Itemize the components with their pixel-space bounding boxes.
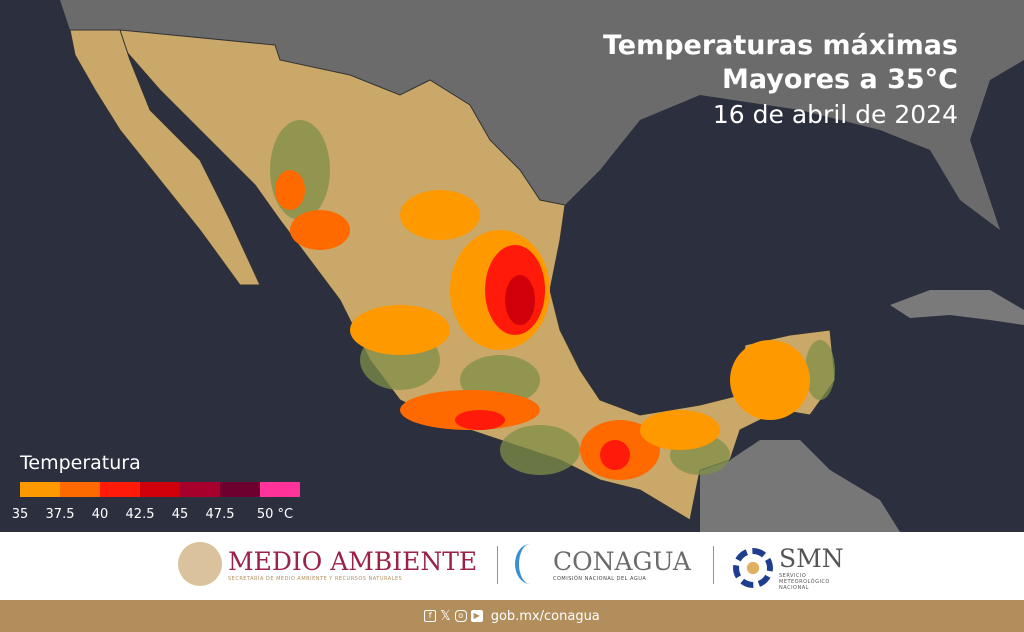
map-title: Temperaturas máximas [602,30,958,61]
legend-swatch [260,482,300,497]
legend-color-bar [20,482,300,497]
legend-swatch [60,482,100,497]
x-icon[interactable]: 𝕏 [440,608,451,624]
legend-ticks: 35 37.5 40 42.5 45 47.5 50 °C [0,507,320,527]
medio-ambiente-logo: MEDIO AMBIENTE SECRETARÍA DE MEDIO AMBIE… [178,542,477,586]
legend-swatch [20,482,60,497]
youtube-icon[interactable]: ▶ [470,610,483,622]
legend-title: Temperatura [20,452,141,474]
legend-swatch [140,482,180,497]
social-bar: f 𝕏 o ▶ gob.mx/conagua [0,600,1024,632]
conagua-subtitle: COMISIÓN NACIONAL DEL AGUA [553,575,647,582]
legend-tick: 40 [91,507,109,522]
legend-swatch [220,482,260,497]
footer-logos: MEDIO AMBIENTE SECRETARÍA DE MEDIO AMBIE… [0,532,1024,600]
divider [713,546,714,584]
smn-name: SMN [779,544,844,573]
conagua-name: CONAGUA [553,546,691,576]
medio-ambiente-subtitle: SECRETARÍA DE MEDIO AMBIENTE Y RECURSOS … [228,575,403,582]
conagua-logo: CONAGUA COMISIÓN NACIONAL DEL AGUA [515,544,691,584]
medio-ambiente-name: MEDIO AMBIENTE [228,546,478,576]
legend-tick: 50 °C [256,507,294,522]
legend-tick: 45 [171,507,189,522]
smn-spiral-icon [733,547,773,588]
heat-areas [275,170,810,480]
divider [497,546,498,584]
temperature-map [0,0,1024,532]
map-subtitle: Mayores a 35°C [721,64,958,95]
instagram-icon[interactable]: o [454,610,467,622]
legend-tick: 47.5 [205,507,235,522]
map-date: 16 de abril de 2024 [712,100,958,129]
smn-subtitle: SERVICIO METEOROLÓGICO NACIONAL [779,573,830,591]
legend-tick: 35 [11,507,29,522]
cuba-land [890,290,1024,325]
conagua-wave-icon [515,544,545,584]
smn-logo: SMN SERVICIO METEOROLÓGICO NACIONAL [733,544,844,591]
website-link[interactable]: gob.mx/conagua [490,608,600,624]
facebook-icon[interactable]: f [424,610,437,622]
united-states-land [0,0,1024,230]
legend-swatch [180,482,220,497]
legend-tick: 42.5 [125,507,155,522]
legend-tick: 37.5 [45,507,75,522]
mexico-seal-icon [178,542,222,586]
central-america-land [700,440,900,532]
legend-swatch [100,482,140,497]
baja-california [69,29,261,286]
